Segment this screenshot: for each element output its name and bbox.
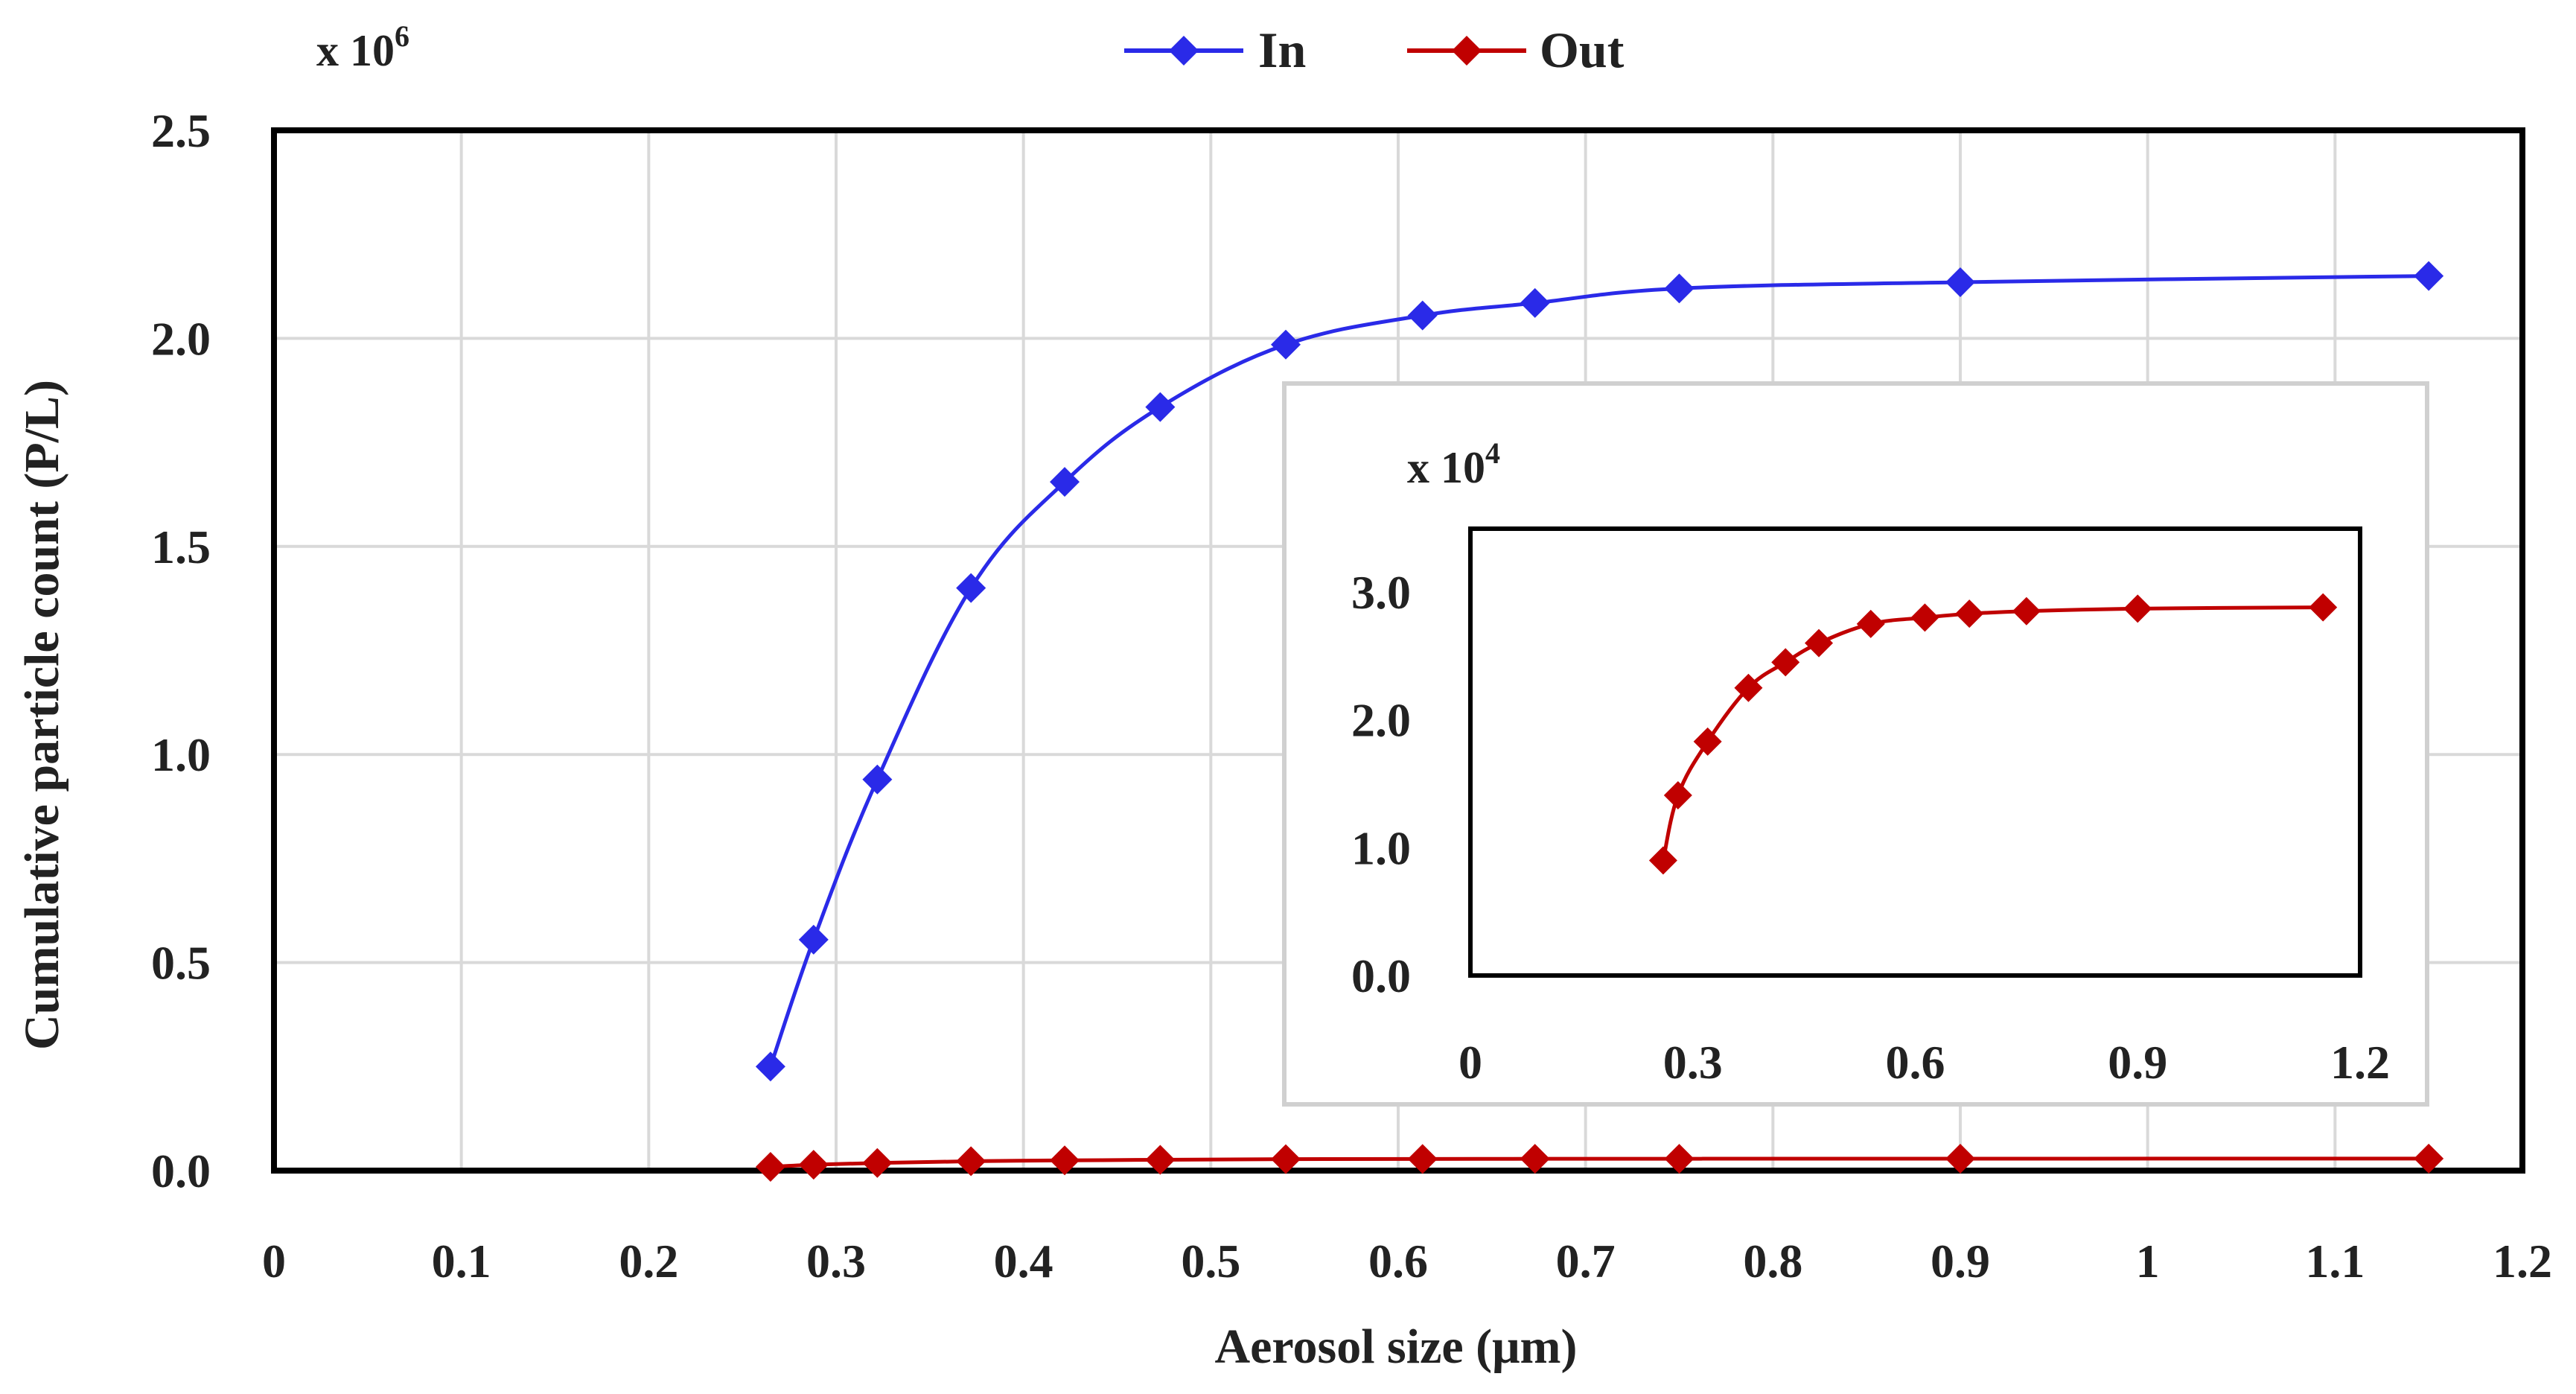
main-x-tick-label: 1.2 [2493,1235,2552,1288]
data-point-in [1520,287,1550,318]
main-x-tick-label: 0.2 [619,1235,678,1288]
main-x-tick-label: 1.1 [2305,1235,2365,1288]
inset-plot-border [1468,526,2362,978]
data-point-in [956,573,986,603]
main-y-tick-label: 2.5 [151,104,211,157]
data-point-in [1145,392,1176,422]
data-point-in [1050,467,1080,497]
data-point-out [798,1150,829,1180]
data-point-in [1407,300,1438,331]
main-x-tick-label: 0.9 [1931,1235,1990,1288]
legend-in-label: In [1258,22,1306,78]
inset-panel [1282,381,2429,1107]
inset-series [1648,593,2338,875]
data-point-out [862,1148,893,1178]
legend-out-marker [1452,36,1482,66]
inset-data-point-out [1805,628,1834,658]
main-x-tick-label: 0.5 [1181,1235,1240,1288]
main-x-tick-label: 0.8 [1743,1235,1802,1288]
data-point-in [755,1051,785,1082]
data-point-in [1271,329,1301,360]
inset-data-point-out [1663,780,1692,809]
main-scale-label: x 106 [316,19,409,75]
inset-y-tick-label: 2.0 [1351,694,1411,747]
inset-data-point-out [1856,609,1885,638]
inset-y-tick-label: 1.0 [1351,821,1411,874]
main-y-tick-label: 1.0 [151,728,211,781]
main-y-tick-label: 1.5 [151,521,211,573]
data-point-out [2414,1143,2444,1174]
data-point-out [956,1146,986,1177]
x-axis-title: Aerosol size (μm) [1214,1320,1577,1374]
main-y-tick-labels: 0.0 0.5 1.0 1.5 2.0 2.5 [151,104,211,1197]
data-point-in [1664,273,1695,304]
main-x-tick-label: 0.4 [994,1235,1053,1288]
main-x-tick-label: 0.3 [806,1235,866,1288]
data-point-in [2414,261,2444,291]
y-axis-title: Cumulative particle count (P/L) [15,380,69,1050]
inset-data-point-out [1771,648,1800,677]
data-point-in [798,924,829,955]
inset-x-tick-label: 0 [1458,1036,1482,1089]
data-point-out [1520,1144,1550,1174]
inset-x-tick-label: 0.9 [2108,1036,2167,1089]
inset-x-tick-label: 1.2 [2330,1036,2390,1089]
inset-data-point-out [1910,603,1939,632]
data-point-out [1145,1145,1176,1175]
data-point-out [1050,1145,1080,1176]
legend-in-marker [1169,36,1199,66]
legend: In Out [1124,22,1625,78]
inset-data-point-out [1955,599,1984,628]
main-x-tick-label: 1 [2136,1235,2160,1288]
inset-y-tick-label: 0.0 [1351,949,1411,1002]
main-plot-frame [271,127,2525,1174]
inset-x-tick-label: 0.6 [1886,1036,1945,1089]
inset-scale-label: x 104 [1407,436,1500,492]
main-y-tick-label: 2.0 [151,312,211,365]
inset-x-tick-labels: 0 0.3 0.6 0.9 1.2 [1458,1036,2390,1089]
inset-data-point-out [2012,596,2041,626]
data-point-in [1945,267,1975,297]
main-series [755,261,2444,1182]
inset-data-point-out [2309,593,2338,622]
inset-data-point-out [1734,673,1763,702]
data-point-out [1664,1144,1695,1174]
main-x-tick-label: 0.6 [1368,1235,1428,1288]
inset-x-tick-label: 0.3 [1663,1036,1723,1089]
legend-out-label: Out [1540,22,1625,78]
data-point-out [755,1151,785,1182]
main-x-tick-label: 0.7 [1556,1235,1616,1288]
inset-plot-frame [1468,526,2362,978]
main-y-tick-label: 0.5 [151,937,211,990]
data-point-out [1407,1144,1438,1174]
main-plot-border [271,127,2525,1174]
inset-data-point-out [1693,727,1722,756]
main-x-tick-label: 0.1 [432,1235,491,1288]
inset-y-tick-label: 3.0 [1351,566,1411,619]
inset-data-point-out [1648,846,1677,875]
data-point-out [1945,1143,1975,1174]
data-point-in [862,764,893,795]
main-x-tick-label: 0 [262,1235,286,1288]
main-y-tick-label: 0.0 [151,1145,211,1197]
main-x-tick-labels: 0 0.1 0.2 0.3 0.4 0.5 0.6 0.7 0.8 0.9 1 1.1 1.2 [262,1235,2552,1288]
inset-data-point-out [2123,594,2152,623]
inset-y-tick-labels: 0.0 1.0 2.0 3.0 [1351,566,1411,1002]
data-point-out [1271,1144,1301,1174]
